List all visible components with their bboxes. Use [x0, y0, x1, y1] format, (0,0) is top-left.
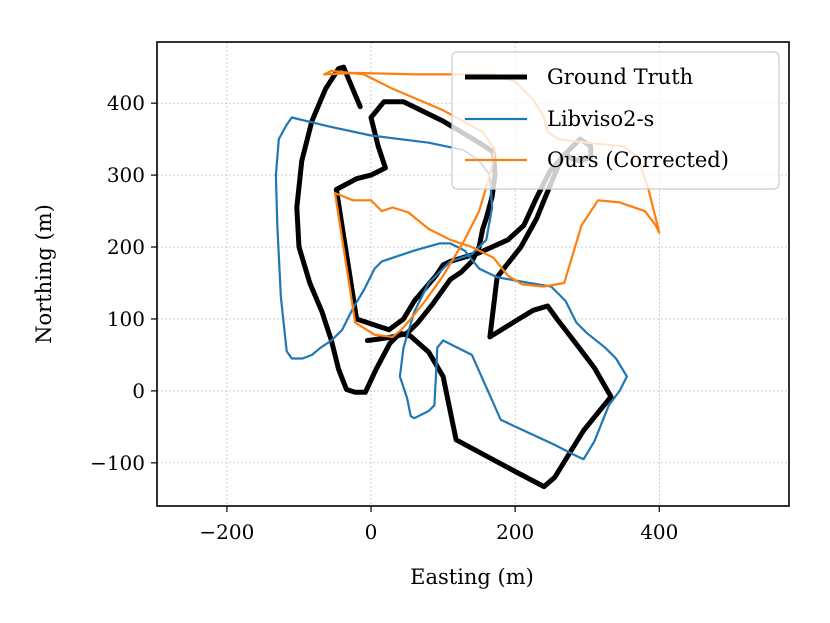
legend-box	[451, 51, 780, 190]
y-axis-label: Northing (m)	[32, 204, 56, 344]
y-tick-label: −100	[90, 451, 145, 475]
y-tick-label: 300	[107, 163, 145, 187]
y-tick-label: 400	[107, 91, 145, 115]
x-tick-label: 200	[496, 520, 534, 544]
plot-frame	[156, 41, 790, 507]
legend-label-ours-corrected: Ours (Corrected)	[547, 148, 729, 172]
y-tick-label: 0	[132, 379, 145, 403]
x-tick-label: −200	[199, 520, 254, 544]
tick-layer: −200 0 200 400 −100 0 100 200 300 400	[90, 91, 678, 544]
y-tick-label: 100	[107, 307, 145, 331]
legend-label-ground-truth: Ground Truth	[547, 65, 693, 89]
x-tick-label: 400	[640, 520, 678, 544]
x-axis-label: Easting (m)	[410, 565, 534, 589]
legend-label-libviso2-s: Libviso2-s	[547, 107, 654, 131]
x-tick-label: 0	[365, 520, 378, 544]
series-line-libviso2-s	[274, 116, 628, 461]
y-tick-label: 200	[107, 235, 145, 259]
legend: Ground Truth Libviso2-s Ours (Corrected)	[451, 51, 780, 190]
